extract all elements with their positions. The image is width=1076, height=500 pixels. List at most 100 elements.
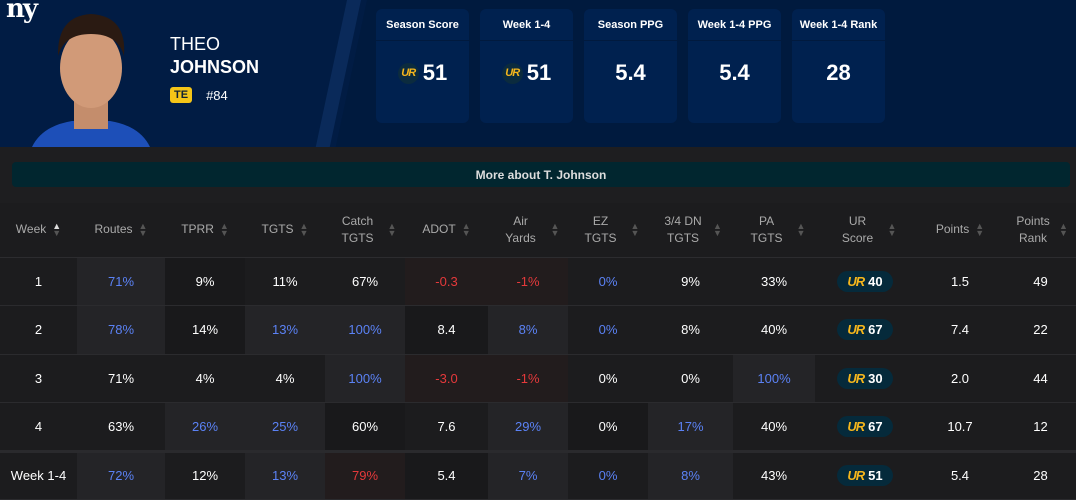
column-header-ez-tgts[interactable]: EZ TGTS ▲ ▼ <box>568 203 648 258</box>
cell-catch-tgts: 60% <box>325 402 405 452</box>
cell-pa-tgts: 40% <box>733 305 815 355</box>
column-header-pa-tgts[interactable]: PA TGTS ▲ ▼ <box>733 203 815 258</box>
cell-ez-tgts: 0% <box>568 449 648 500</box>
sort-icon[interactable]: ▲ ▼ <box>975 220 985 238</box>
cell-value: 8% <box>518 322 538 338</box>
card-label: Week 1-4 PPG <box>688 9 781 41</box>
sort-icon[interactable]: ▲ ▼ <box>138 220 148 238</box>
cell-value: 11% <box>272 273 298 289</box>
sort-icon[interactable]: ▲ ▼ <box>52 220 62 238</box>
sort-icon[interactable]: ▲ ▼ <box>219 220 229 238</box>
cell-value: 12% <box>191 468 219 484</box>
cell-value: 8% <box>681 322 700 338</box>
cell-tgts: 11% <box>245 257 325 306</box>
cell-points: 1.5 <box>915 257 1005 306</box>
cell-value: 17% <box>677 418 704 434</box>
cell-value: 7.6 <box>437 418 456 434</box>
cell-tprr: 12% <box>165 449 245 500</box>
column-header-week[interactable]: Week ▲ ▼ <box>0 203 77 258</box>
sort-icon[interactable]: ▲ ▼ <box>713 220 722 238</box>
cell-value: 29% <box>514 418 542 434</box>
cell-value: 12 <box>1033 418 1048 434</box>
column-header-tgts[interactable]: TGTS ▲ ▼ <box>245 203 325 258</box>
cell-tprr: 14% <box>165 305 245 355</box>
cell-value: 63% <box>107 418 135 434</box>
card-week-1-4: Week 1-4 UR 51 <box>480 9 573 123</box>
cell-value: 71% <box>107 273 135 289</box>
header-label: Routes <box>94 222 133 237</box>
cell-ez-tgts: 0% <box>568 402 648 452</box>
table-row: 3 71% 4% 4% 100% -3.0 -1% 0% 0% 100% UR 30 2.0 44 <box>0 354 1076 403</box>
cell-value: 0% <box>598 322 618 338</box>
sort-icon[interactable]: ▲ ▼ <box>1059 220 1068 238</box>
column-header-tprr[interactable]: TPRR ▲ ▼ <box>165 203 245 258</box>
card-label: Week 1-4 <box>480 9 573 41</box>
cell-routes: 71% <box>77 354 165 403</box>
cell-value: 100% <box>348 322 382 338</box>
cell-points: 5.4 <box>915 449 1005 500</box>
header-label: EZ TGTS <box>584 213 617 245</box>
cell-value: 5.4 <box>950 468 970 484</box>
sort-icon[interactable]: ▲ ▼ <box>387 220 397 238</box>
sort-icon[interactable]: ▲ ▼ <box>550 220 560 238</box>
cell-value: 5.4 <box>437 468 456 484</box>
column-header-routes[interactable]: Routes ▲ ▼ <box>77 203 165 258</box>
player-name: THEO JOHNSON TE #84 <box>170 34 259 103</box>
sort-icon[interactable]: ▲ ▼ <box>887 220 897 238</box>
cell-value: 1.5 <box>950 273 970 289</box>
card-label: Week 1-4 Rank <box>792 9 885 41</box>
cell-pa-tgts: 100% <box>733 354 815 403</box>
cell-value: 0% <box>598 418 618 434</box>
cell-value: 79% <box>351 468 379 484</box>
column-header-ur-score[interactable]: UR Score ▲ ▼ <box>815 203 915 258</box>
cell-points-rank: 44 <box>1005 354 1076 403</box>
column-header-3-4-dn-tgts[interactable]: 3/4 DN TGTS ▲ ▼ <box>648 203 733 258</box>
cell-routes: 78% <box>77 305 165 355</box>
cell-value: 40% <box>760 322 788 338</box>
cell-pa-tgts: 33% <box>733 257 815 306</box>
player-last-name: JOHNSON <box>170 57 260 77</box>
header-label: UR Score <box>841 213 874 245</box>
column-header-air-yards[interactable]: Air Yards ▲ ▼ <box>488 203 568 258</box>
sort-icon[interactable]: ▲ ▼ <box>796 220 806 238</box>
cell-points-rank: 12 <box>1005 402 1076 452</box>
card-week-1-4-rank: Week 1-4 Rank 28 <box>792 9 885 123</box>
column-header-points[interactable]: Points ▲ ▼ <box>915 203 1005 258</box>
player-photo <box>32 14 150 147</box>
cell-value: 71% <box>107 370 135 386</box>
cell-value: 72% <box>107 468 135 484</box>
ur-score-value: 67 <box>868 418 883 434</box>
cell-value: 13% <box>271 322 299 338</box>
sort-icon[interactable]: ▲ ▼ <box>299 220 309 238</box>
header-label: 3/4 DN TGTS <box>664 213 702 245</box>
ur-score-value: 51 <box>868 468 883 484</box>
cell-ur-score: UR 30 <box>815 354 915 403</box>
cell-tprr: 26% <box>165 402 245 452</box>
more-about-button[interactable]: More about T. Johnson <box>12 162 1070 187</box>
cell-value: 25% <box>271 418 299 434</box>
cell-value: 43% <box>760 468 788 484</box>
cell-value: 4% <box>275 370 295 386</box>
cell-tgts: 25% <box>245 402 325 452</box>
cell-value: 33% <box>760 273 788 289</box>
header-label: Catch TGTS <box>341 213 374 245</box>
cell-catch-tgts: 79% <box>325 449 405 500</box>
cell-points-rank: 22 <box>1005 305 1076 355</box>
cell-ez-tgts: 0% <box>568 305 648 355</box>
column-header-catch-tgts[interactable]: Catch TGTS ▲ ▼ <box>325 203 405 258</box>
column-header-points-rank[interactable]: Points Rank ▲ ▼ <box>1005 203 1076 258</box>
cell-value: 10.7 <box>947 418 973 434</box>
ur-score-pill: UR 40 <box>837 270 893 292</box>
header-label: Points Rank <box>1016 213 1050 245</box>
cell-air-yards: 29% <box>488 402 568 452</box>
cell-adot: -3.0 <box>405 354 488 403</box>
column-header-adot[interactable]: ADOT ▲ ▼ <box>405 203 488 258</box>
sort-icon[interactable]: ▲ ▼ <box>461 220 471 238</box>
cell-value: 13% <box>271 468 299 484</box>
cell-pa-tgts: 43% <box>733 449 815 500</box>
cell-value: 8% <box>681 468 700 484</box>
cell-value: 0% <box>598 273 618 289</box>
sort-icon[interactable]: ▲ ▼ <box>630 220 640 238</box>
cell-value: 9% <box>195 273 215 289</box>
cell-value: 0% <box>598 468 618 484</box>
